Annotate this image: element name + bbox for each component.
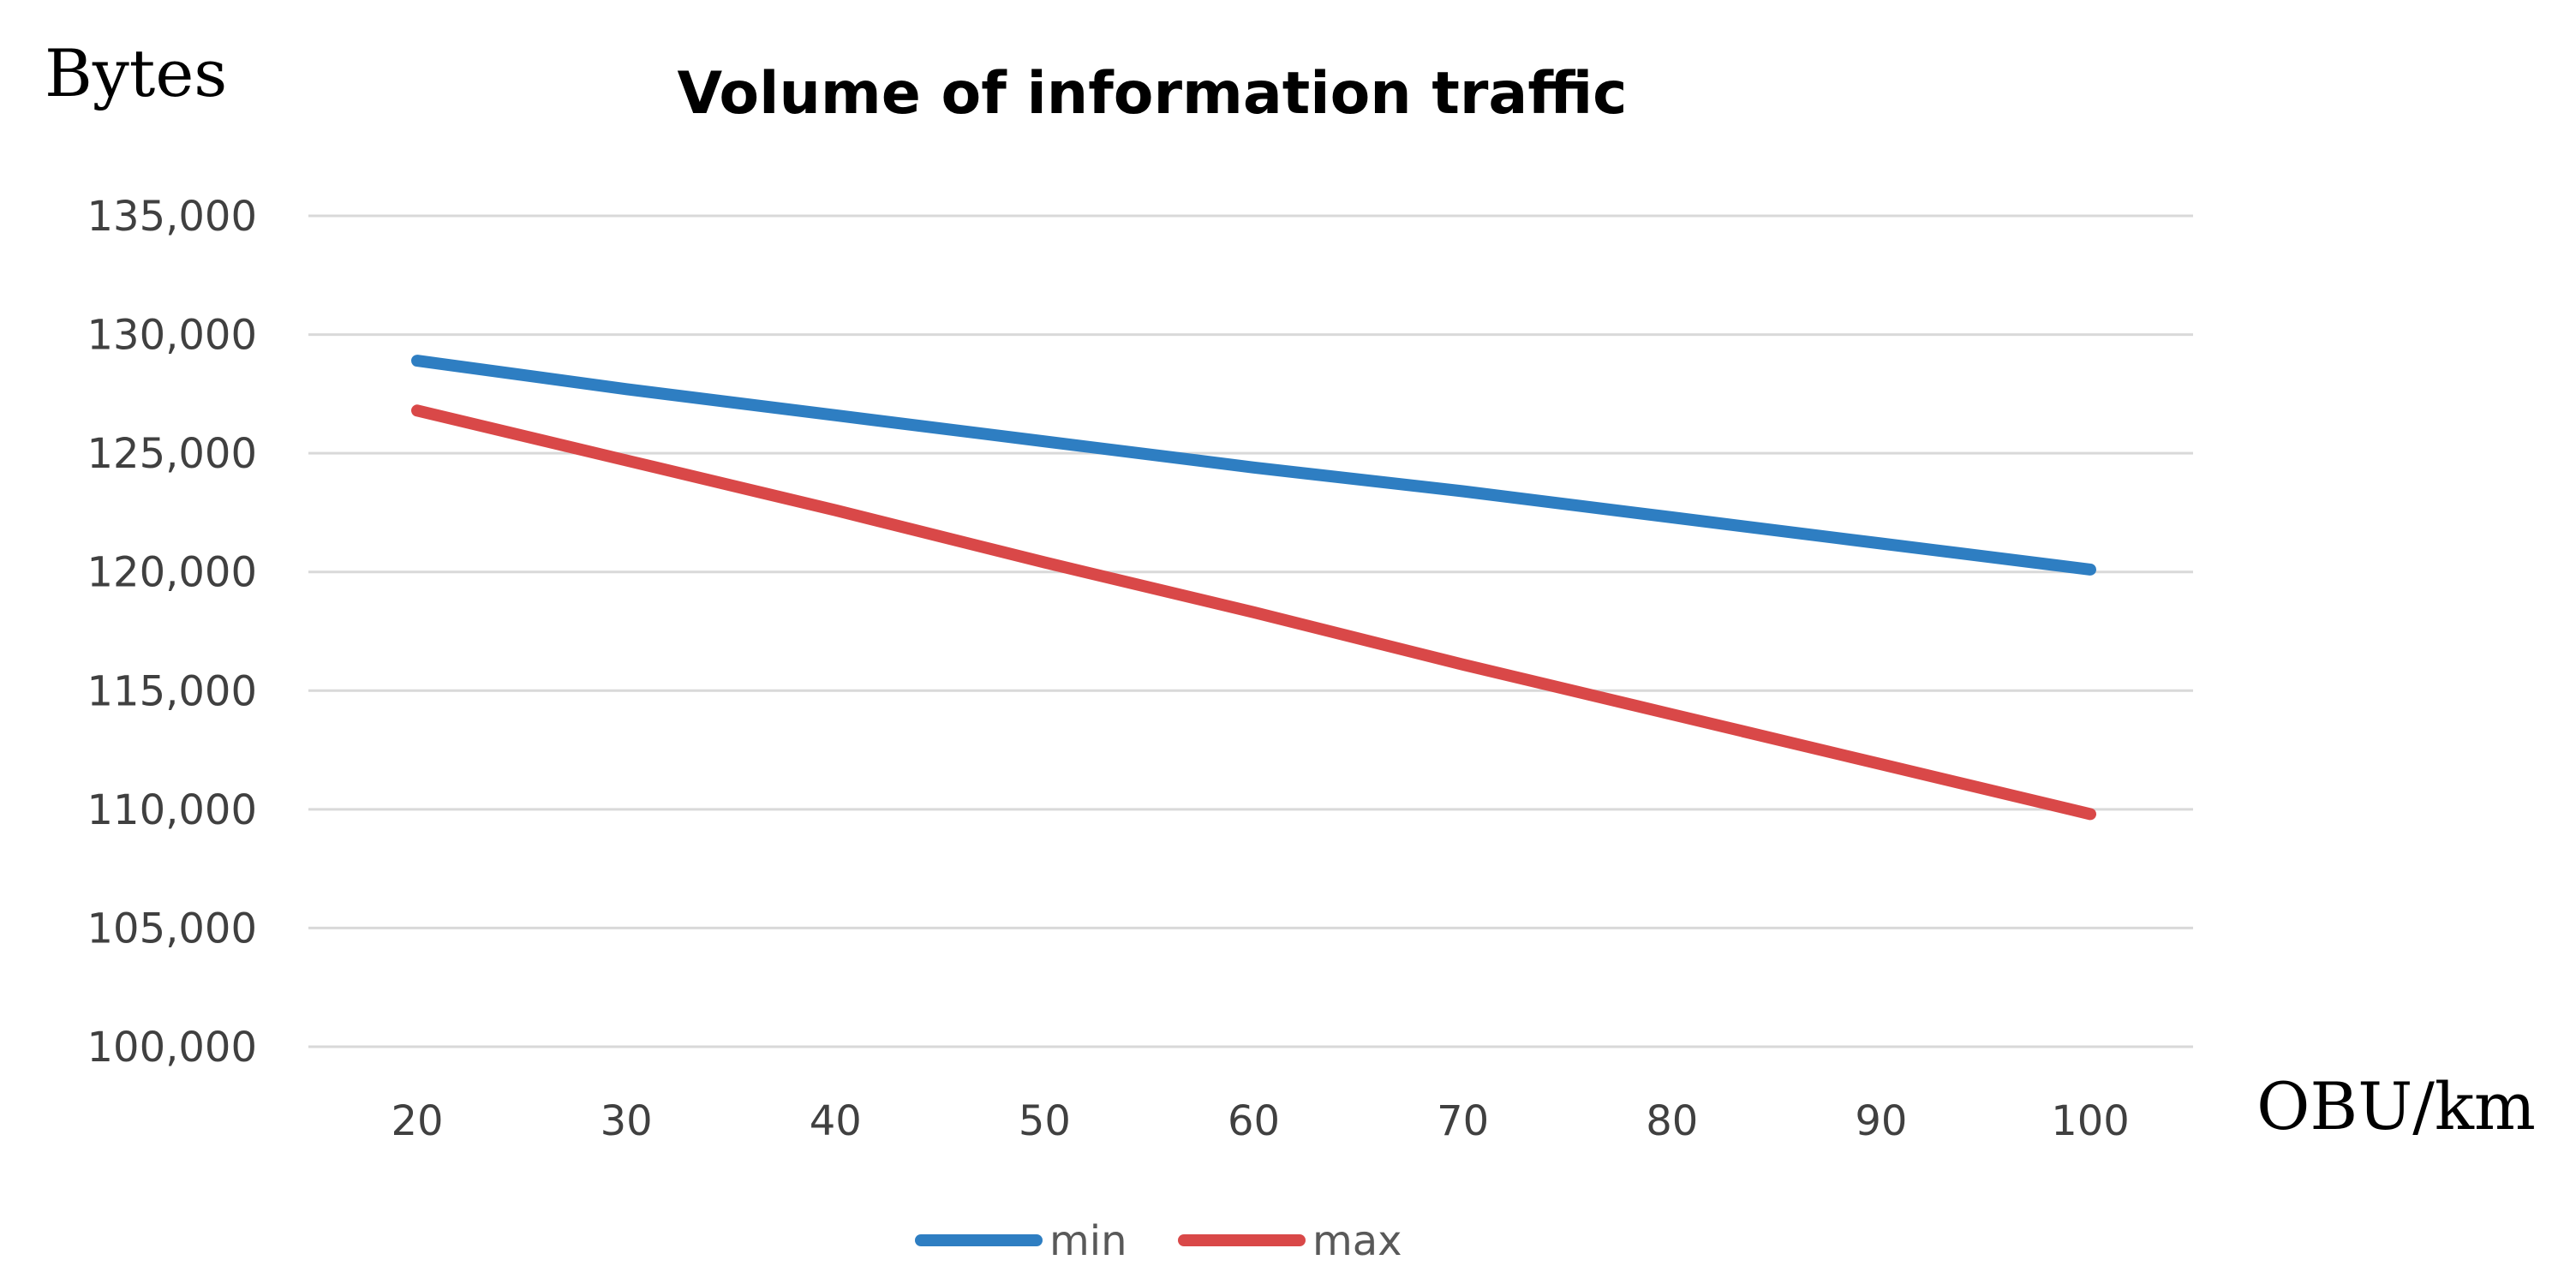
y-tick-label: 130,000 xyxy=(87,312,258,360)
x-axis-label: OBU/km xyxy=(2256,1068,2536,1144)
y-axis-label: Bytes xyxy=(45,35,227,111)
series-lines xyxy=(411,355,2096,821)
legend-label-min: min xyxy=(1049,1217,1127,1265)
y-tick-label: 115,000 xyxy=(87,667,258,715)
x-tick-label: 20 xyxy=(391,1097,443,1145)
y-tick-label: 120,000 xyxy=(87,549,258,597)
series-line-max xyxy=(411,404,2096,821)
gridlines xyxy=(308,214,2193,1048)
y-tick-label: 105,000 xyxy=(87,905,258,953)
x-tick-label: 80 xyxy=(1646,1097,1698,1145)
y-tick-label: 125,000 xyxy=(87,430,258,478)
x-tick-label: 100 xyxy=(2051,1097,2130,1145)
y-tick-label: 100,000 xyxy=(87,1024,258,1072)
x-tick-label: 90 xyxy=(1855,1097,1907,1145)
x-tick-label: 30 xyxy=(601,1097,653,1145)
x-axis-ticks: 20 30 40 50 60 70 80 90 100 xyxy=(391,1097,2129,1145)
series-line-min xyxy=(411,355,2096,576)
y-tick-label: 110,000 xyxy=(87,786,258,834)
x-tick-label: 60 xyxy=(1228,1097,1280,1145)
x-tick-label: 40 xyxy=(810,1097,862,1145)
chart-title: Volume of information traffic xyxy=(678,60,1628,128)
x-tick-label: 50 xyxy=(1019,1097,1071,1145)
legend: min max xyxy=(915,1217,1402,1265)
legend-label-max: max xyxy=(1312,1217,1402,1265)
y-tick-label: 135,000 xyxy=(87,193,258,241)
x-tick-label: 70 xyxy=(1437,1097,1489,1145)
y-axis-ticks: 100,000 105,000 110,000 115,000 120,000 125,0… xyxy=(87,193,258,1072)
